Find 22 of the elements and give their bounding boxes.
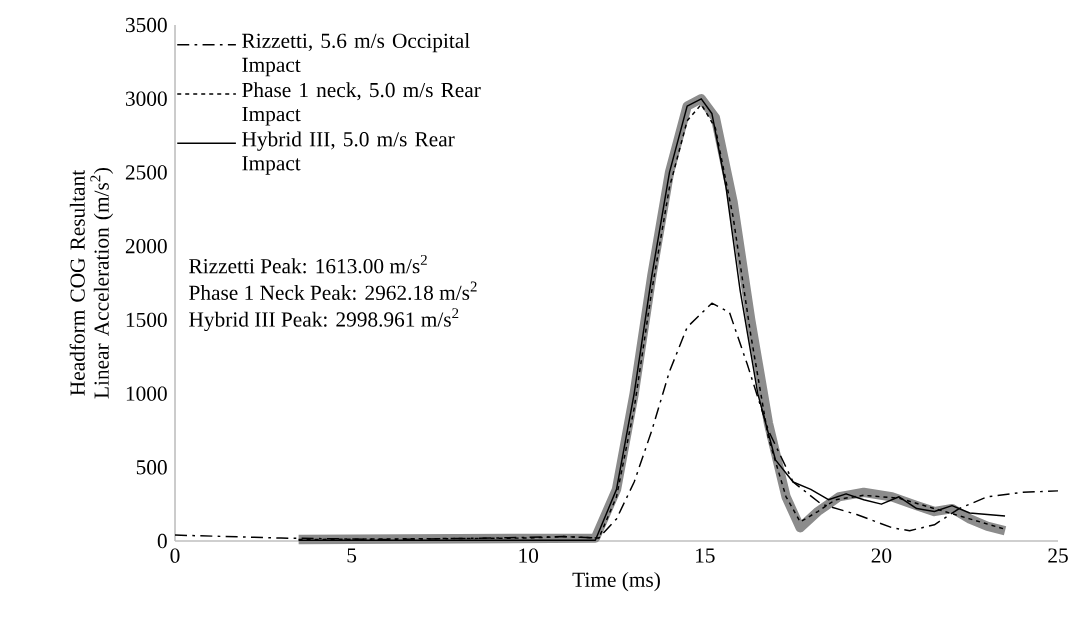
y-tick-label: 3000	[125, 91, 167, 106]
y-tick-label: 2000	[125, 238, 167, 254]
annotation: Phase 1 Neck Peak: 2962.18 m/s$^{2}$	[189, 281, 477, 301]
annotation: Hybrid III Peak: 2998.961 m/s$^{2}$	[189, 308, 459, 332]
legend-label: Hybrid III, 5.0 m/s Rear Impact	[242, 131, 455, 175]
y-tick-label: 0	[157, 533, 167, 549]
x-tick-label: 0	[170, 548, 180, 563]
y-tick-label: 2500	[125, 165, 167, 180]
x-axis-title: Time (ms)	[572, 571, 660, 592]
x-tick-label: 15	[696, 548, 715, 563]
y-tick-label: 3500	[125, 17, 167, 33]
y-tick-label: 1500	[126, 312, 167, 328]
y-tick-label: 500	[136, 460, 167, 475]
x-tick-label: 5	[347, 548, 357, 563]
y-axis-title: Headform COG Resultant Linear Acceleration (m/s$^{2}$)	[69, 167, 114, 399]
x-tick-label: 25	[1048, 548, 1068, 563]
x-tick-label: 10	[519, 548, 539, 563]
y-tick-label: 1000	[126, 386, 167, 401]
annotation: Rizzetti Peak: 1613.00 m/s$^{2}$	[189, 254, 427, 274]
x-tick-label: 20	[871, 548, 892, 563]
legend-label: Rizzetti, 5.6 m/s Occipital Impact	[242, 33, 470, 77]
legend-label: Phase 1 neck, 5.0 m/s Rear Impact	[242, 82, 481, 126]
